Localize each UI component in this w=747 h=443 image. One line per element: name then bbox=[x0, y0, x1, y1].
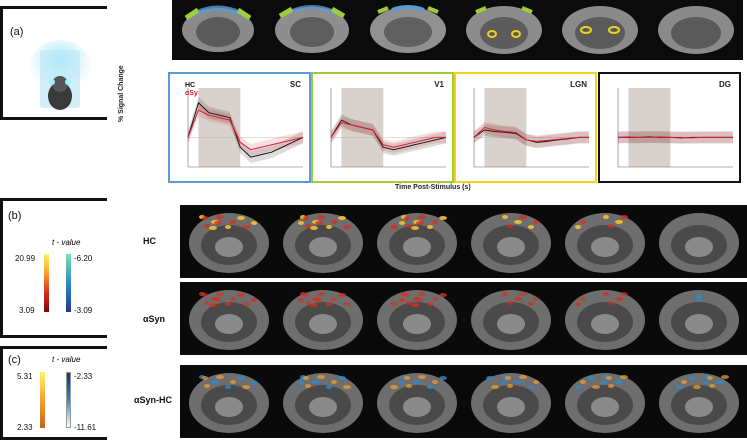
timecourse-plot-dg bbox=[617, 88, 733, 168]
legend-asyn: αSyn bbox=[185, 90, 203, 97]
mouse-stimulation-illustration bbox=[30, 40, 90, 110]
panel-b-label: (b) bbox=[8, 210, 22, 222]
mri-slice-4 bbox=[471, 213, 551, 273]
atlas-slice-2 bbox=[268, 0, 356, 55]
row-label-asyn: αSyn bbox=[143, 314, 166, 324]
mri-slice-1 bbox=[189, 213, 269, 273]
region-title-sc: SC bbox=[289, 80, 301, 89]
row-label-hc: HC bbox=[143, 236, 156, 246]
cbar-b-neg-max: -6.20 bbox=[74, 254, 93, 263]
series-band-hc bbox=[331, 114, 446, 156]
mri-row-diff bbox=[180, 365, 747, 438]
timecourse-plot-v1 bbox=[330, 88, 447, 168]
timecourse-dg: DG bbox=[598, 72, 741, 183]
cbar-c-neg-max: -2.33 bbox=[74, 372, 93, 381]
atlas-slice-1 bbox=[174, 0, 262, 55]
legend-hc: HC bbox=[185, 82, 196, 89]
series-band-hc bbox=[188, 96, 303, 164]
mri-slice-3 bbox=[377, 290, 457, 350]
timecourse-lgn: LGN bbox=[454, 72, 597, 183]
mri-row-hc bbox=[180, 205, 747, 278]
atlas-slice-6 bbox=[652, 0, 740, 55]
timecourse-sc: SC HC αSyn bbox=[168, 72, 311, 183]
series-line-hc bbox=[187, 101, 304, 158]
panel-c-label: (c) bbox=[8, 354, 21, 366]
mri-slice-1 bbox=[189, 373, 269, 433]
cbar-c-neg-min: -11.61 bbox=[74, 423, 97, 432]
mri-slice-3 bbox=[377, 373, 457, 433]
mri-slice-6 bbox=[659, 290, 739, 350]
panel-b-frame bbox=[0, 198, 107, 338]
stimulus-window bbox=[628, 88, 671, 167]
timecourse-xlabel: Time Post-Stimulus (s) bbox=[395, 184, 471, 191]
region-title-v1: V1 bbox=[434, 80, 444, 89]
cbar-b-neg-min: -3.09 bbox=[74, 306, 93, 315]
mri-slice-6 bbox=[659, 373, 739, 433]
mri-slice-5 bbox=[565, 290, 645, 350]
region-title-dg: DG bbox=[719, 80, 731, 89]
series-line-asyn bbox=[617, 136, 733, 139]
panel-a-label: (a) bbox=[10, 26, 24, 38]
timecourse-ylabel: % Signal Change bbox=[118, 65, 125, 122]
row-label-diff: αSyn-HC bbox=[134, 395, 173, 405]
stimulus-window bbox=[484, 88, 527, 167]
timecourse-plot-lgn bbox=[473, 88, 589, 168]
cbar-b-title: t - value bbox=[52, 238, 81, 247]
mri-slice-4 bbox=[471, 373, 551, 433]
region-title-lgn: LGN bbox=[570, 80, 587, 89]
timecourse-v1: V1 bbox=[311, 72, 454, 183]
cbar-b-pos-min: 3.09 bbox=[19, 306, 35, 315]
series-line-asyn bbox=[330, 121, 446, 148]
cbar-c-pos-min: 2.33 bbox=[17, 423, 33, 432]
series-band-asyn bbox=[474, 121, 589, 148]
cbar-c-positive bbox=[40, 372, 45, 428]
series-band-asyn bbox=[331, 116, 446, 154]
cbar-c-negative bbox=[66, 372, 71, 428]
mri-slice-5 bbox=[565, 373, 645, 433]
series-line-asyn bbox=[473, 126, 589, 142]
mri-slice-2 bbox=[283, 290, 363, 350]
mri-slice-5 bbox=[565, 213, 645, 273]
panel-a-frame bbox=[0, 6, 107, 120]
panel-c-frame bbox=[0, 346, 107, 440]
series-band-hc bbox=[474, 124, 589, 149]
mri-slice-6 bbox=[659, 213, 739, 273]
cbar-c-pos-max: 5.31 bbox=[17, 372, 33, 381]
mri-row-asyn bbox=[180, 282, 747, 355]
mri-slice-3 bbox=[377, 213, 457, 273]
cbar-b-positive bbox=[44, 254, 49, 312]
mri-slice-4 bbox=[471, 290, 551, 350]
series-line-asyn bbox=[187, 109, 304, 151]
cbar-b-negative bbox=[66, 254, 71, 312]
atlas-slice-5 bbox=[556, 0, 644, 55]
cbar-b-pos-max: 20.99 bbox=[15, 254, 36, 263]
timecourse-plot-sc bbox=[187, 88, 304, 168]
mri-slice-2 bbox=[283, 373, 363, 433]
mri-slice-1 bbox=[189, 290, 269, 350]
atlas-slice-3 bbox=[364, 0, 452, 55]
mri-slice-2 bbox=[283, 213, 363, 273]
cbar-c-title: t - value bbox=[52, 355, 81, 364]
atlas-slices-strip bbox=[172, 0, 743, 60]
atlas-slice-4 bbox=[460, 0, 548, 55]
